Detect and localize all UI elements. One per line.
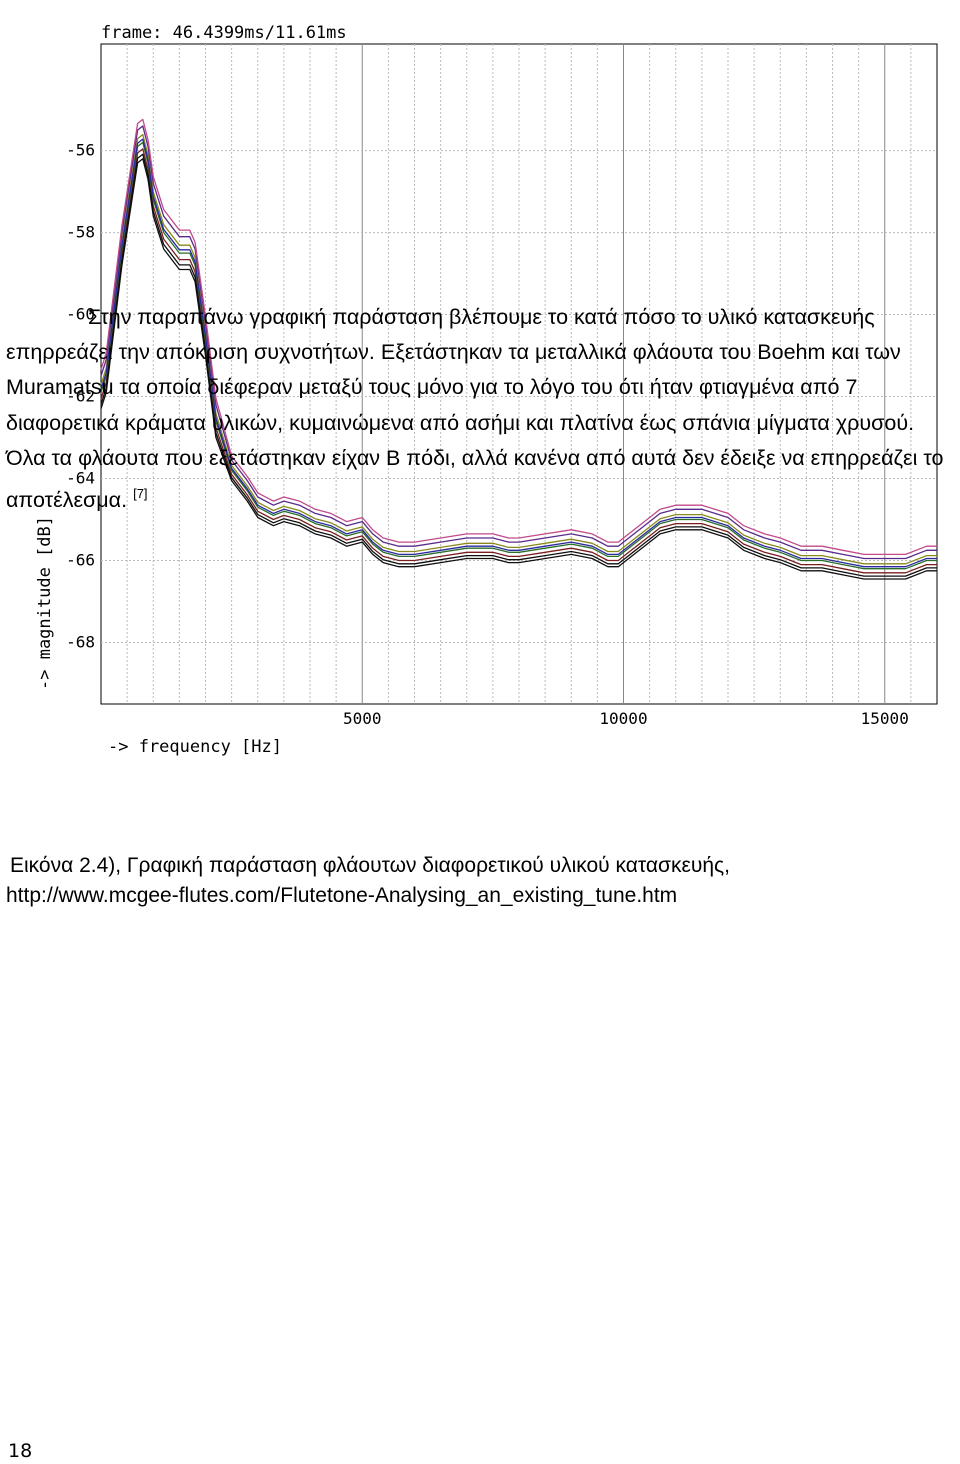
chart-title: frame: 46.4399ms/11.61ms <box>101 23 347 43</box>
y-tick-labels: -56 -58 -60 -62 -64 -66 -68 <box>66 141 95 652</box>
x-axis-label: -> frequency [Hz] <box>108 737 282 757</box>
spectrum-curve <box>100 148 937 574</box>
spectrum-curves <box>100 118 937 580</box>
y-tick-label: -60 <box>66 305 95 324</box>
spectrum-curve <box>100 141 937 570</box>
x-tick-label: 5000 <box>343 709 382 728</box>
y-tick-label: -58 <box>66 223 95 242</box>
y-tick-label: -66 <box>66 551 95 570</box>
y-tick-label: -64 <box>66 469 95 488</box>
y-axis-label: -> magnitude [dB] <box>35 516 55 690</box>
x-tick-labels: 5000 10000 15000 <box>343 709 909 728</box>
caption-link[interactable]: http://www.mcgee-flutes.com/Flutetone-An… <box>6 884 678 907</box>
x-tick-label: 15000 <box>861 709 909 728</box>
spectrum-curve <box>100 158 937 580</box>
x-tick-label: 10000 <box>599 709 647 728</box>
spectrum-curve <box>100 133 937 565</box>
page-number: 18 <box>8 1440 33 1462</box>
spectrum-curve <box>100 153 937 577</box>
y-tick-label: -56 <box>66 141 95 160</box>
paragraph-text: Στην παραπάνω γραφική παράσταση βλέπουμε… <box>6 305 944 513</box>
spectrum-curve <box>100 125 937 560</box>
figure-caption: Εικόνα 2.4), Γραφική παράσταση φλάουτων … <box>6 851 946 911</box>
spectrum-curve <box>100 138 937 568</box>
y-tick-label: -62 <box>66 387 95 406</box>
body-paragraph: Στην παραπάνω γραφική παράσταση βλέπουμε… <box>6 300 956 518</box>
caption-line-1: Εικόνα 2.4), Γραφική παράσταση φλάουτων … <box>10 854 730 877</box>
spectrum-curve <box>100 118 937 556</box>
grid <box>101 44 937 704</box>
frequency-response-chart: -56 -58 -60 -62 -64 -66 -68 5000 10000 15000 fra… <box>35 23 938 757</box>
citation[interactable]: [7] <box>133 486 148 502</box>
y-tick-label: -68 <box>66 633 95 652</box>
